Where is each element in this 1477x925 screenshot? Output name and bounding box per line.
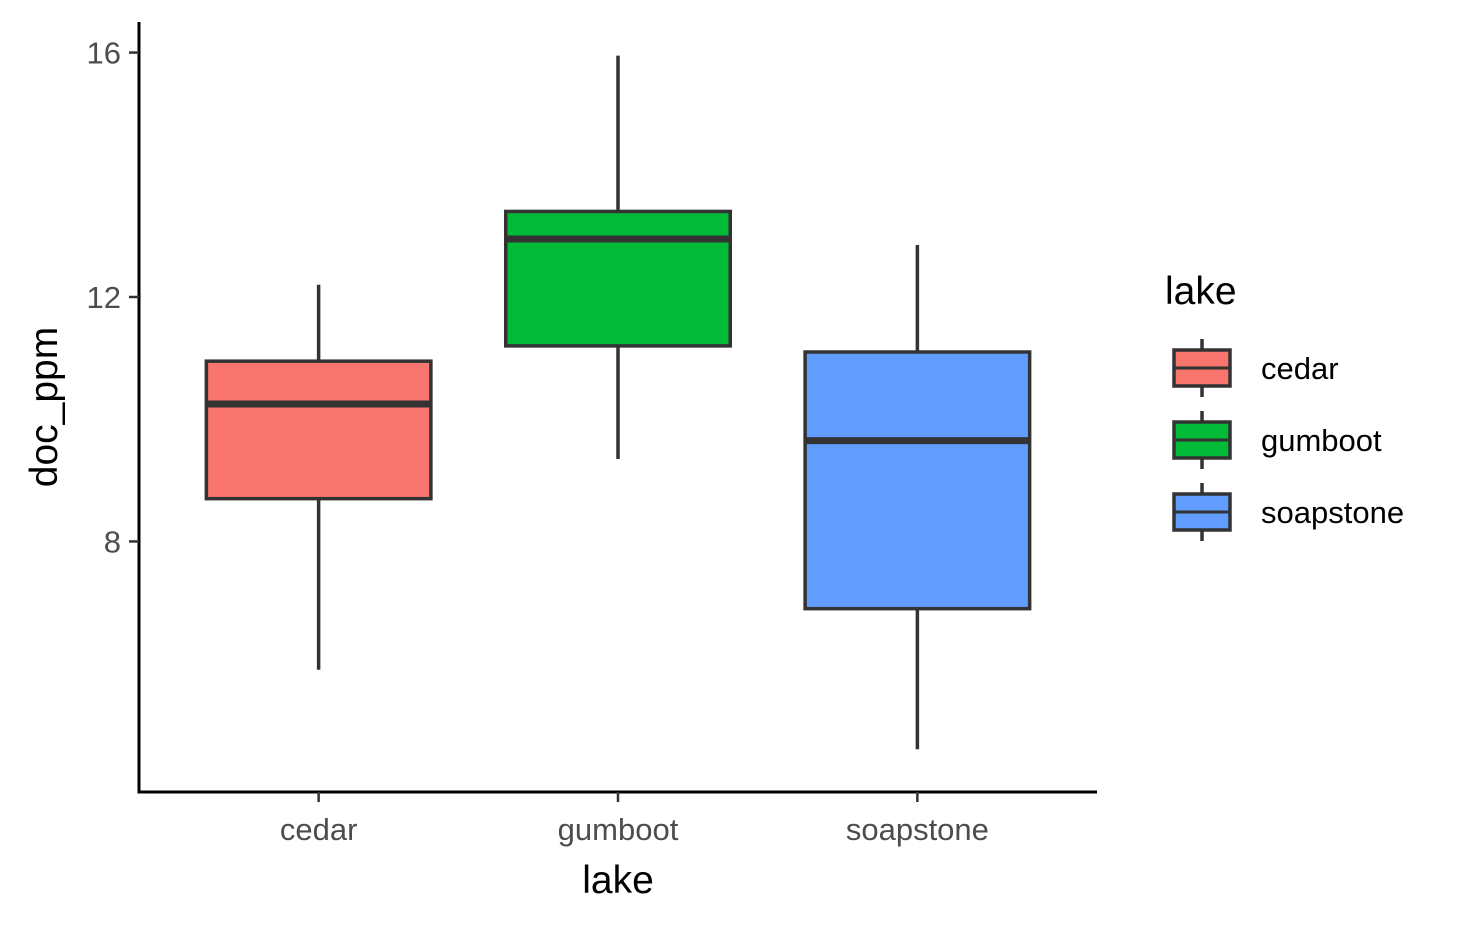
x-axis-ticks: cedar gumboot soapstone [280,792,989,847]
x-axis-title: lake [582,859,654,902]
box-iqr [803,350,1032,611]
legend-item-cedar: cedar [1172,339,1339,397]
y-tick-label: 8 [104,524,121,559]
legend-label: soapstone [1261,495,1404,530]
box-cedar [204,284,433,670]
legend: lake cedar gumboot soapstone [1165,270,1404,541]
legend-item-soapstone: soapstone [1172,483,1404,541]
x-tick-label: gumboot [558,812,679,847]
legend-label: cedar [1261,351,1339,386]
y-tick-label: 12 [87,280,121,315]
legend-title: lake [1165,270,1237,313]
legend-item-gumboot: gumboot [1172,411,1382,469]
y-tick-label: 16 [87,36,121,71]
y-axis-ticks: 8 12 16 [87,36,139,559]
x-tick-label: soapstone [846,812,989,847]
box-gumboot [503,55,733,459]
x-tick-label: cedar [280,812,358,847]
box-soapstone [803,245,1032,750]
plot-area [204,55,1032,750]
box-iqr [204,359,433,501]
box-iqr [503,209,733,348]
y-axis-title: doc_ppm [23,327,66,487]
legend-label: gumboot [1261,423,1382,458]
